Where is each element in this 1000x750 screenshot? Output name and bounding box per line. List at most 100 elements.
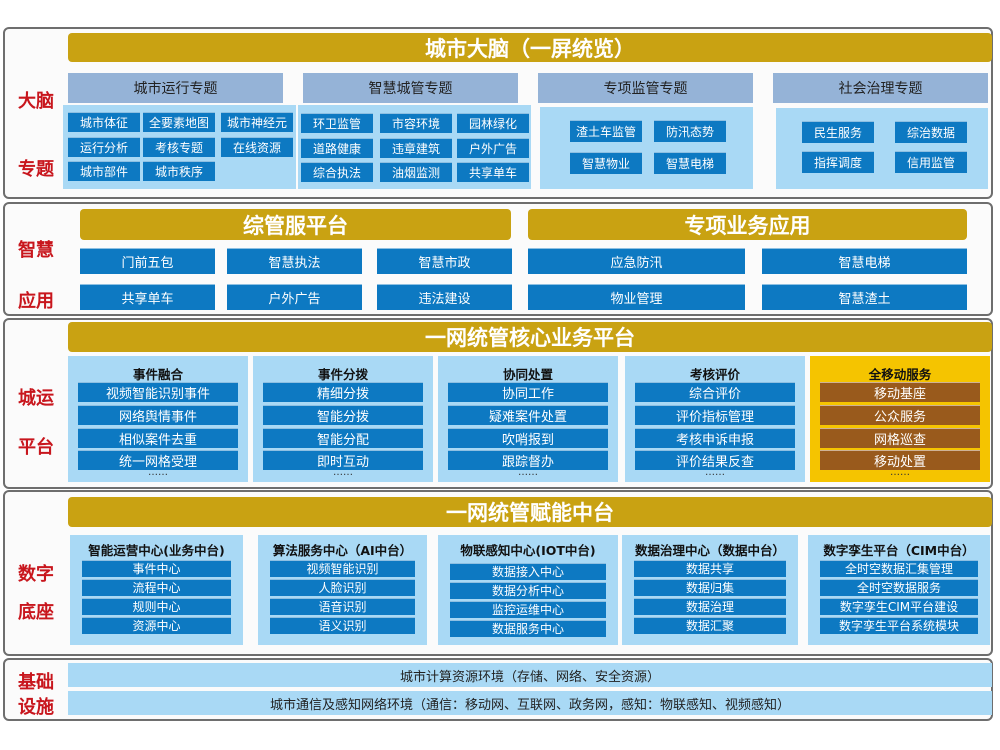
ops-column-header: 协同处置 xyxy=(502,367,553,382)
ops-item-button[interactable]: 网络舆情事件 xyxy=(78,405,238,425)
ops-item-button[interactable]: 考核申诉申报 xyxy=(635,428,795,448)
theme-item-button[interactable]: 在线资源 xyxy=(221,137,293,157)
app-button[interactable]: 智慧电梯 xyxy=(762,248,967,274)
ops-item-button[interactable]: 吹哨报到 xyxy=(448,428,608,448)
base-item-button[interactable]: 语义识别 xyxy=(270,617,415,634)
apps-left-title: 综管服平台 xyxy=(80,209,511,240)
app-button[interactable]: 门前五包 xyxy=(80,248,215,274)
theme-item-button[interactable]: 信用监管 xyxy=(895,151,967,173)
ops-item-button[interactable]: 移动处置 xyxy=(820,450,980,470)
base-item-button[interactable]: 数据分析中心 xyxy=(450,582,606,599)
base-item-button[interactable]: 语音识别 xyxy=(270,598,415,615)
theme-item-button[interactable]: 城市体征 xyxy=(68,112,140,132)
app-button[interactable]: 智慧市政 xyxy=(377,248,512,274)
theme-item-button[interactable]: 考核专题 xyxy=(143,137,215,157)
ops-title: 一网统管核心业务平台 xyxy=(68,322,992,352)
theme-item-button[interactable]: 油烟监测 xyxy=(380,162,452,182)
base-item-button[interactable]: 数据治理 xyxy=(634,598,786,615)
theme-item-button[interactable]: 指挥调度 xyxy=(802,151,874,173)
ops-item-button[interactable]: 协同工作 xyxy=(448,382,608,402)
side-label: 城运 xyxy=(18,388,54,409)
base-item-button[interactable]: 数据共享 xyxy=(634,560,786,577)
theme-item-button[interactable]: 防汛态势 xyxy=(654,120,726,142)
ops-item-button[interactable]: 即时互动 xyxy=(263,450,423,470)
theme-item-button[interactable]: 户外广告 xyxy=(457,138,529,158)
brain-title: 城市大脑（一屏统览） xyxy=(68,33,992,62)
theme-item-button[interactable]: 道路健康 xyxy=(301,138,373,158)
side-label: 基础 xyxy=(18,672,54,693)
base-item-button[interactable]: 数字孪生平台系统模块 xyxy=(820,617,978,634)
theme-item-button[interactable]: 环卫监管 xyxy=(301,113,373,133)
ops-item-button[interactable]: 评价指标管理 xyxy=(635,405,795,425)
base-item-button[interactable]: 流程中心 xyxy=(82,579,231,596)
base-item-button[interactable]: 全时空数据服务 xyxy=(820,579,978,596)
ops-item-button[interactable]: 跟踪督办 xyxy=(448,450,608,470)
app-button[interactable]: 物业管理 xyxy=(528,284,745,310)
base-item-button[interactable]: 全时空数据汇集管理 xyxy=(820,560,978,577)
app-button[interactable]: 智慧渣土 xyxy=(762,284,967,310)
ops-item-button[interactable]: 视频智能识别事件 xyxy=(78,382,238,402)
more-dots: …… xyxy=(148,467,168,478)
side-label: 智慧 xyxy=(18,240,54,261)
ops-item-button[interactable]: 移动基座 xyxy=(820,382,980,402)
ops-item-button[interactable]: 公众服务 xyxy=(820,405,980,425)
theme-item-button[interactable]: 智慧物业 xyxy=(570,152,642,174)
theme-item-button[interactable]: 城市神经元 xyxy=(221,112,293,132)
theme-item-button[interactable]: 违章建筑 xyxy=(380,138,452,158)
theme-item-button[interactable]: 民生服务 xyxy=(802,121,874,143)
base-column-header: 数字孪生平台（CIM中台） xyxy=(823,543,975,558)
ops-item-button[interactable]: 评价结果反查 xyxy=(635,450,795,470)
ops-item-button[interactable]: 统一网格受理 xyxy=(78,450,238,470)
theme-item-button[interactable]: 市容环境 xyxy=(380,113,452,133)
app-button[interactable]: 违法建设 xyxy=(377,284,512,310)
base-item-button[interactable]: 视频智能识别 xyxy=(270,560,415,577)
theme-header: 城市运行专题 xyxy=(68,73,283,103)
theme-item-button[interactable]: 综治数据 xyxy=(895,121,967,143)
side-label: 专题 xyxy=(18,159,54,180)
theme-item-button[interactable]: 智慧电梯 xyxy=(654,152,726,174)
ops-item-button[interactable]: 相似案件去重 xyxy=(78,428,238,448)
theme-header: 智慧城管专题 xyxy=(303,73,518,103)
theme-header: 专项监管专题 xyxy=(538,73,753,103)
base-item-button[interactable]: 人脸识别 xyxy=(270,579,415,596)
ops-column-header: 事件分拨 xyxy=(317,367,368,382)
base-item-button[interactable]: 数据服务中心 xyxy=(450,620,606,637)
base-item-button[interactable]: 事件中心 xyxy=(82,560,231,577)
more-dots: …… xyxy=(333,467,353,478)
theme-item-button[interactable]: 全要素地图 xyxy=(143,112,215,132)
more-dots: …… xyxy=(705,467,725,478)
app-button[interactable]: 共享单车 xyxy=(80,284,215,310)
base-item-button[interactable]: 数字孪生CIM平台建设 xyxy=(820,598,978,615)
theme-item-button[interactable]: 运行分析 xyxy=(68,137,140,157)
side-label: 设施 xyxy=(18,697,54,718)
theme-item-button[interactable]: 城市部件 xyxy=(68,161,140,181)
ops-item-button[interactable]: 精细分拨 xyxy=(263,382,423,402)
theme-item-button[interactable]: 园林绿化 xyxy=(457,113,529,133)
more-dots: …… xyxy=(518,467,538,478)
base-item-button[interactable]: 资源中心 xyxy=(82,617,231,634)
apps-right-title: 专项业务应用 xyxy=(528,209,967,240)
theme-item-button[interactable]: 渣土车监管 xyxy=(570,120,642,142)
ops-item-button[interactable]: 网格巡查 xyxy=(820,428,980,448)
ops-item-button[interactable]: 综合评价 xyxy=(635,382,795,402)
side-label: 应用 xyxy=(18,291,54,312)
ops-item-button[interactable]: 疑难案件处置 xyxy=(448,405,608,425)
side-label: 平台 xyxy=(18,437,54,458)
theme-item-button[interactable]: 共享单车 xyxy=(457,162,529,182)
more-dots: …… xyxy=(890,467,910,478)
base-column-header: 物联感知中心(IOT中台) xyxy=(460,543,596,558)
base-item-button[interactable]: 数据归集 xyxy=(634,579,786,596)
theme-item-button[interactable]: 综合执法 xyxy=(301,162,373,182)
base-item-button[interactable]: 数据接入中心 xyxy=(450,563,606,580)
app-button[interactable]: 智慧执法 xyxy=(227,248,362,274)
app-button[interactable]: 应急防汛 xyxy=(528,248,745,274)
ops-column-header: 考核评价 xyxy=(689,367,740,382)
base-item-button[interactable]: 数据汇聚 xyxy=(634,617,786,634)
app-button[interactable]: 户外广告 xyxy=(227,284,362,310)
ops-item-button[interactable]: 智能分拨 xyxy=(263,405,423,425)
base-item-button[interactable]: 规则中心 xyxy=(82,598,231,615)
ops-item-button[interactable]: 智能分配 xyxy=(263,428,423,448)
theme-item-button[interactable]: 城市秩序 xyxy=(143,161,215,181)
base-item-button[interactable]: 监控运维中心 xyxy=(450,601,606,618)
